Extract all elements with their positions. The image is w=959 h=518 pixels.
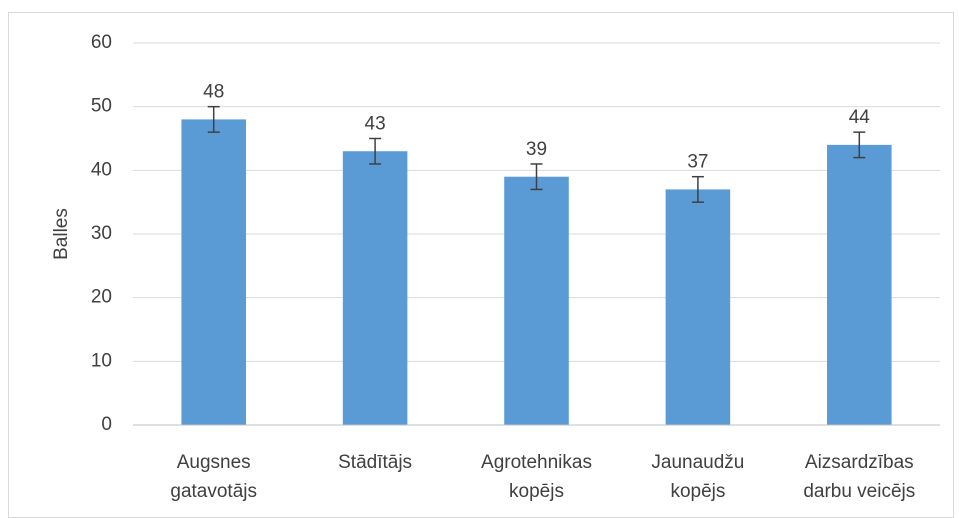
y-tick-label: 40: [91, 159, 112, 180]
x-tick-label: Augsnes gatavotājs: [170, 452, 257, 502]
x-tick-label-line: Stādītājs: [338, 452, 412, 473]
y-tick-label: 0: [101, 414, 112, 435]
x-tick-label-line: kopējs: [670, 481, 725, 502]
x-tick-label-line: darbu veicējs: [803, 481, 915, 502]
x-tick-label: Stādītājs: [338, 452, 412, 473]
x-tick-label: Aizsardzības darbu veicējs: [803, 452, 915, 502]
bar: [827, 144, 892, 425]
data-label: 44: [849, 107, 871, 128]
error-bar: [369, 137, 382, 165]
x-tick-label-line: kopējs: [509, 481, 564, 502]
data-label: 39: [526, 139, 547, 160]
bar: [665, 189, 731, 425]
x-tick-label-line: Jaunaudžu: [651, 452, 744, 473]
x-tick-label-line: Aizsardzības: [805, 452, 914, 473]
y-tick-label: 30: [91, 223, 112, 244]
x-tick-label-line: Agrotehnikas: [481, 452, 592, 473]
y-axis-label: Balles: [51, 208, 72, 260]
data-label: 48: [203, 82, 224, 103]
y-tick-label: 20: [91, 287, 112, 308]
x-tick-label-line: Augsnes: [177, 452, 251, 473]
error-bar: [530, 163, 543, 191]
bar: [181, 119, 246, 426]
data-label: 43: [365, 114, 386, 135]
data-label: 37: [687, 152, 708, 173]
error-bar: [207, 105, 220, 133]
bar: [342, 151, 408, 425]
error-bar: [691, 175, 704, 203]
x-tick-label-line: gatavotājs: [170, 481, 257, 502]
y-tick-label: 10: [91, 350, 112, 371]
x-tick-label: Jaunaudžu kopējs: [651, 452, 744, 502]
chart-border: [8, 12, 954, 518]
y-tick-label: 50: [91, 96, 112, 117]
y-tick-label: 60: [91, 32, 112, 53]
error-bar: [853, 131, 866, 159]
x-tick-label: Agrotehnikas kopējs: [481, 452, 592, 502]
bar: [504, 176, 569, 425]
